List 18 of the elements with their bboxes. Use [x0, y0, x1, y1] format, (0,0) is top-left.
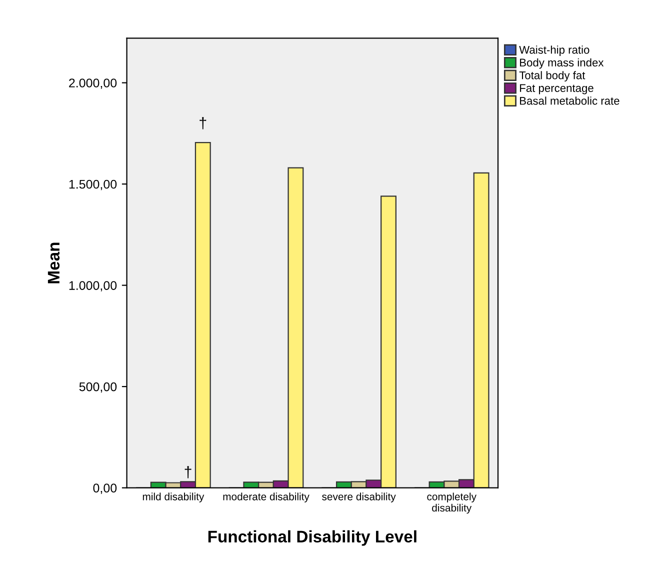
annotation: † [184, 466, 192, 478]
x-tick-label: mild disability [142, 492, 204, 502]
x-axis-title: Functional Disability Level [208, 530, 416, 546]
legend-label: Total body fat [519, 71, 586, 82]
x-tick-label: completely disability [427, 492, 476, 514]
legend-label: Waist-hip ratio [519, 46, 590, 56]
y-tick-label: 2.000,00 [69, 78, 117, 89]
annotation: † [200, 117, 206, 130]
x-tick-label: severe disability [322, 492, 396, 502]
y-axis-title: Mean [48, 242, 60, 284]
legend-label: Body mass index [520, 58, 604, 69]
x-tick-label: moderate disability [223, 492, 310, 502]
y-tick-label: 1.000,00 [69, 281, 117, 292]
y-tick-label: 1.500,00 [69, 180, 117, 190]
y-tick-label: 0,00 [93, 484, 117, 494]
legend-label: Basal metabolic rate [520, 96, 620, 105]
legend-label: Fat percentage [520, 84, 594, 94]
y-tick-label: 500,00 [79, 382, 117, 393]
